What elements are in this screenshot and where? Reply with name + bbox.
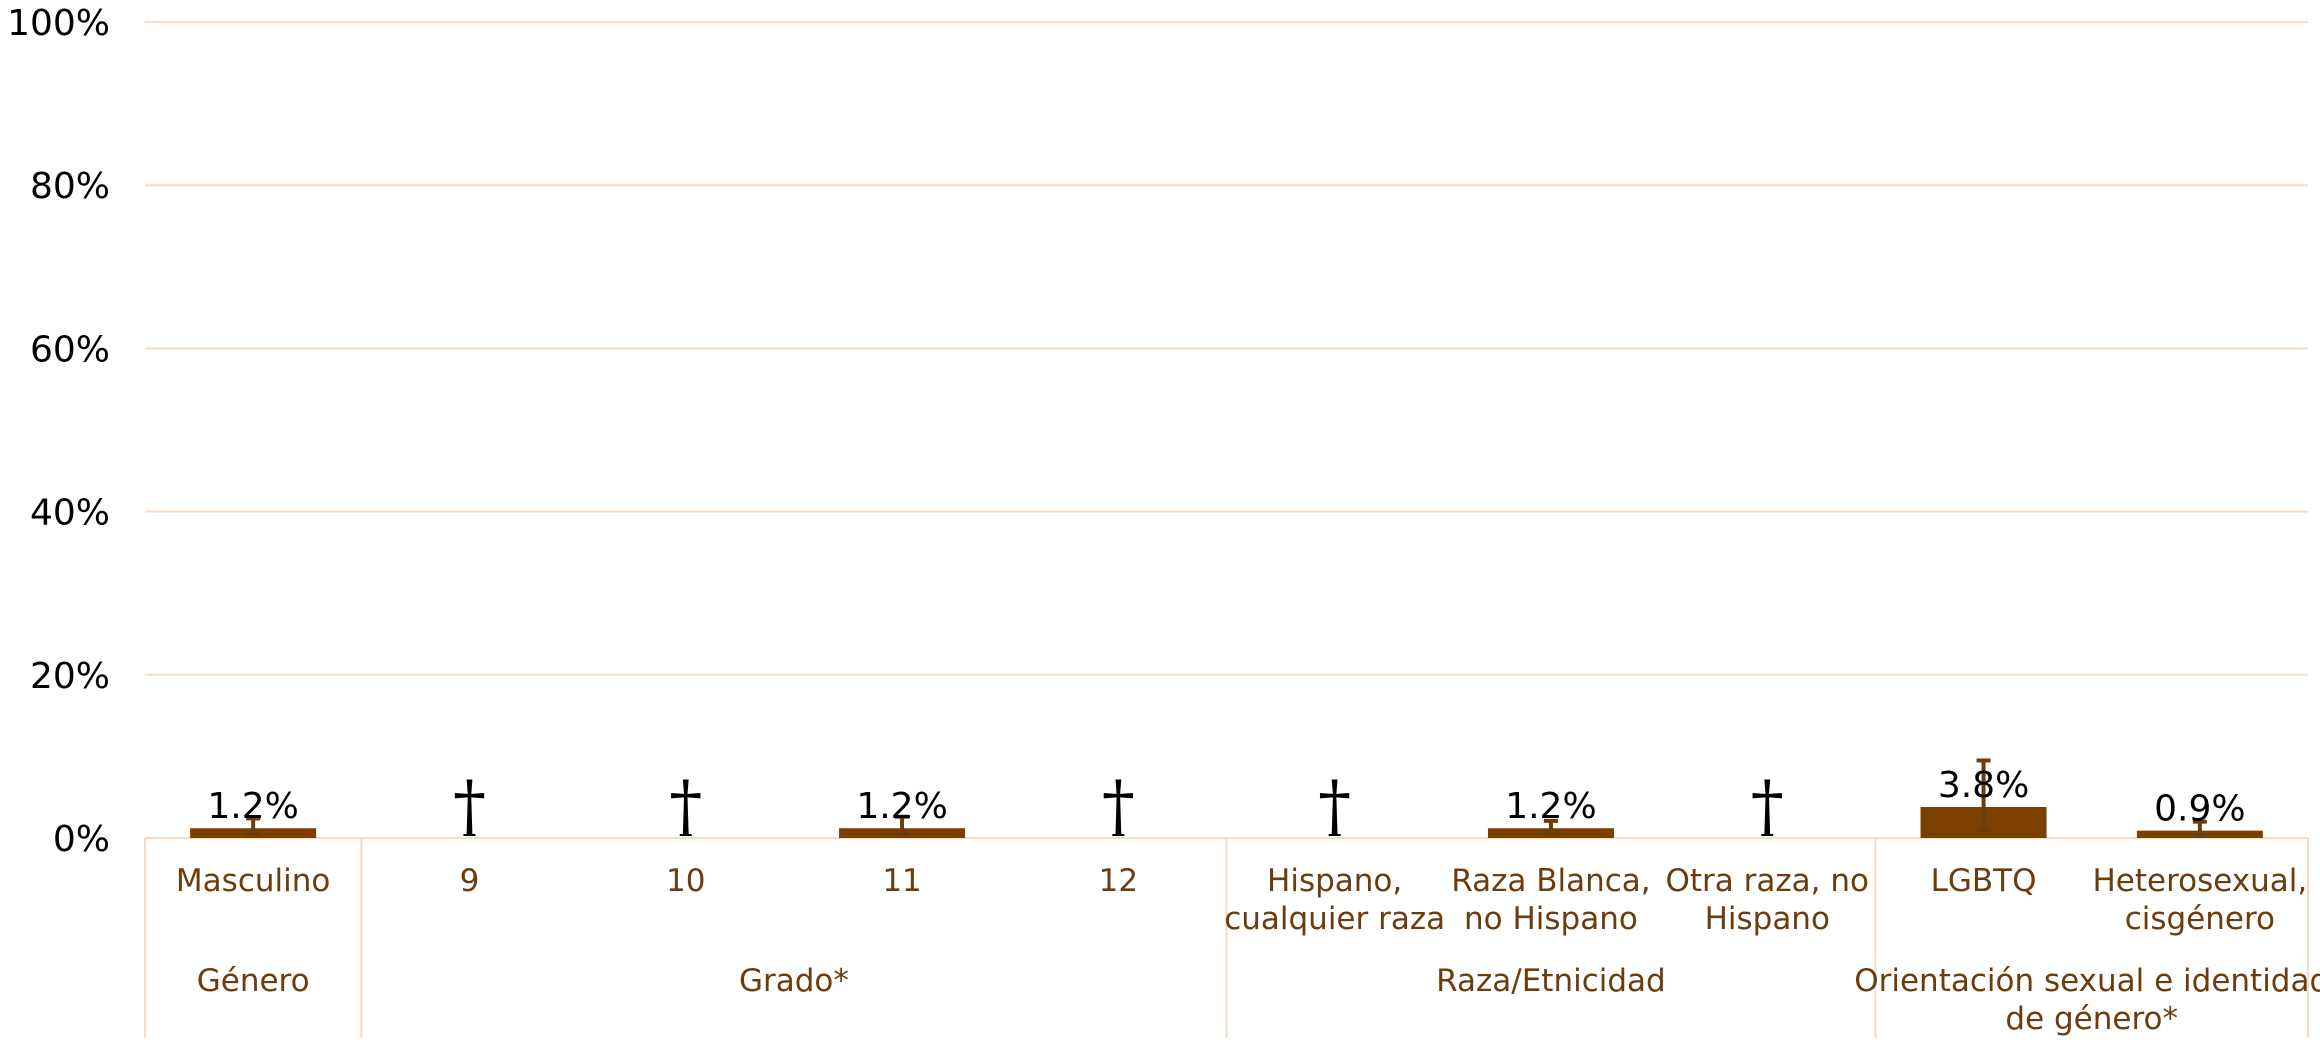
suppressed-data-dagger: † <box>1751 767 1784 844</box>
y-tick-label: 20% <box>30 656 110 697</box>
suppressed-data-dagger: † <box>1318 767 1351 844</box>
category-label: Hispano <box>1705 901 1830 937</box>
data-label: 1.2% <box>207 786 298 827</box>
category-label: Hispano, <box>1267 863 1402 899</box>
category-label: 11 <box>882 863 921 899</box>
data-label: 3.8% <box>1938 765 2029 806</box>
group-label: Grado* <box>739 963 849 999</box>
data-label: 1.2% <box>1505 786 1596 827</box>
x-axis-category-labels: Masculino 9 10 11 12 Hispano,cualquier razaRa… <box>176 863 2307 937</box>
category-label: Heterosexual, <box>2092 863 2307 899</box>
category-label: 10 <box>666 863 705 899</box>
group-label: de género* <box>2005 1001 2178 1037</box>
bars <box>190 758 2263 838</box>
category-label: Raza Blanca, <box>1451 863 1650 899</box>
y-tick-label: 100% <box>7 3 110 44</box>
y-axis-tick-labels: 0% 20% 40% 60% 80% 100% <box>7 3 110 860</box>
suppressed-data-dagger: † <box>453 767 486 844</box>
group-label: Orientación sexual e identidad <box>1854 963 2320 999</box>
category-label: no Hispano <box>1464 901 1638 937</box>
suppressed-data-dagger: † <box>669 767 702 844</box>
y-tick-label: 0% <box>53 819 110 860</box>
category-label: cualquier raza <box>1224 901 1445 937</box>
group-label: Raza/Etnicidad <box>1436 963 1666 999</box>
x-axis-group-labels: Género Grado* Raza/Etnicidad Orientación se… <box>197 963 2320 1037</box>
category-label: 9 <box>460 863 480 899</box>
data-label: 1.2% <box>856 786 947 827</box>
y-tick-label: 60% <box>30 329 110 370</box>
y-tick-label: 40% <box>30 493 110 534</box>
category-label: cisgénero <box>2125 901 2275 937</box>
data-label: 0.9% <box>2154 789 2245 830</box>
category-label: Masculino <box>176 863 330 899</box>
suppressed-data-dagger: † <box>1102 767 1135 844</box>
data-labels: 1.2% † † 1.2% † † 1.2% † 3.8% 0.9% <box>207 765 2245 844</box>
y-tick-label: 80% <box>30 166 110 207</box>
category-label: 12 <box>1099 863 1138 899</box>
category-label: LGBTQ <box>1931 863 2037 899</box>
group-label: Género <box>197 963 310 999</box>
category-label: Otra raza, no <box>1666 863 1869 899</box>
